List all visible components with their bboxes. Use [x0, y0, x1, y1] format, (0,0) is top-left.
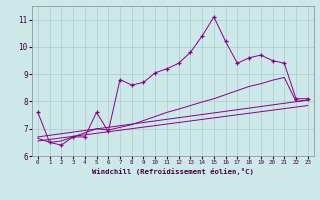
X-axis label: Windchill (Refroidissement éolien,°C): Windchill (Refroidissement éolien,°C) [92, 168, 254, 175]
